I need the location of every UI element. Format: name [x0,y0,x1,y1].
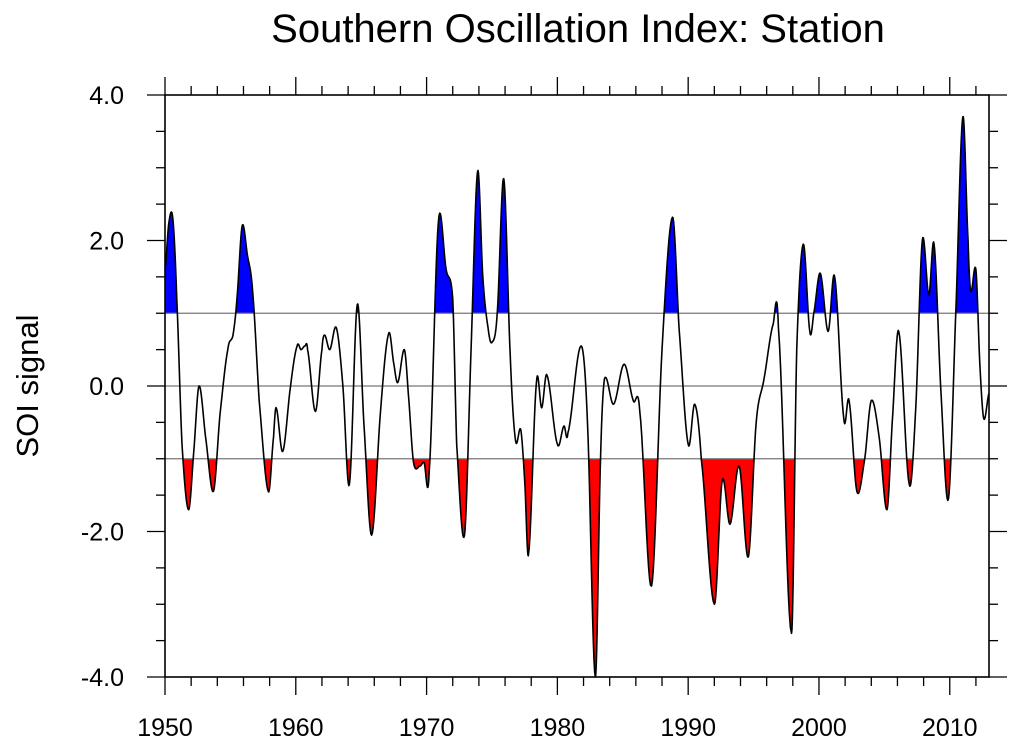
x-tick-label: 2000 [791,714,847,742]
y-tick-label: 0.0 [89,373,124,401]
y-tick-label: -2.0 [81,519,124,547]
reference-lines [165,312,989,460]
negative-fill-area [182,458,194,510]
positive-fill-area [830,274,838,314]
negative-fill-area [413,458,430,488]
negative-fill-area [783,458,795,634]
x-tick-label: 1980 [530,714,586,742]
series-line-group [164,115,990,678]
positive-fill-area [813,273,826,314]
positive-fill-area [919,237,938,314]
negative-fill-area [523,458,533,556]
x-tick-label: 1990 [660,714,716,742]
negative-fill-area [365,458,378,536]
chart-title: Southern Oscillation Index: Station [271,7,885,51]
negative-fill-area [588,458,601,677]
axis-ticks [147,77,1007,695]
threshold-fills [165,116,978,677]
positive-fill-area [434,213,454,314]
x-tick-label: 1960 [268,714,324,742]
negative-fill-area [701,458,755,605]
y-axis-label: SOI signal [10,314,45,457]
negative-fill-area [906,458,913,487]
y-tick-label: 4.0 [89,82,124,110]
positive-fill-area [798,244,809,314]
x-tick-label: 1970 [399,714,455,742]
y-tick-label: 2.0 [89,228,124,256]
positive-fill-area [497,178,509,314]
x-tick-label: 1950 [137,714,193,742]
soi-series-line [164,115,990,678]
x-tick-label: 2010 [922,714,978,742]
y-tick-label: -4.0 [81,664,124,692]
tick-labels: 1950 1960 1970 1980 1990 2000 2010 -4.0 -2.0 0.0 2… [81,82,978,742]
